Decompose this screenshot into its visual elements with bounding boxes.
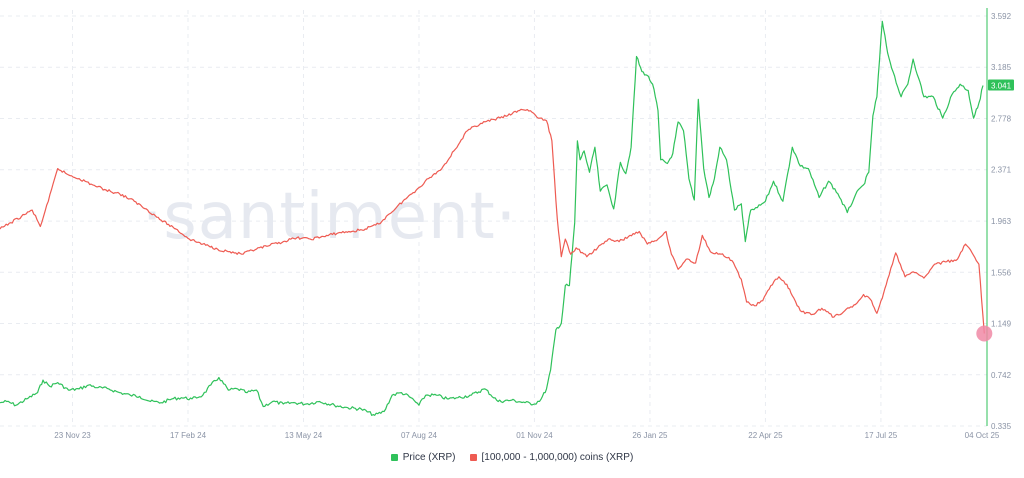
legend-label-holders: [100,000 - 1,000,000) coins (XRP) (481, 452, 634, 463)
legend-item-price[interactable]: Price (XRP) (390, 452, 456, 463)
y-tick-label: 2.371 (991, 166, 1012, 175)
y-tick-label: 1.149 (991, 320, 1012, 329)
y-tick-label: 0.742 (991, 371, 1012, 380)
chart-legend: Price (XRP) [100,000 - 1,000,000) coins … (0, 452, 1024, 463)
price-badge-label: 3.041 (991, 81, 1012, 90)
y-axis-ticks: 3.592 3.185 2.778 2.371 1.963 1.556 1.149 0.742… (991, 12, 1012, 431)
x-axis-ticks: 23 Nov 23 17 Feb 24 13 May 24 07 Aug 24 01 N… (54, 431, 1000, 440)
legend-item-holders[interactable]: [100,000 - 1,000,000) coins (XRP) (469, 452, 634, 463)
y-tick-label: 3.592 (991, 12, 1012, 21)
y-tick-label: 1.556 (991, 268, 1012, 277)
x-tick-label: 22 Apr 25 (748, 431, 783, 440)
santiment-watermark: ·santiment· (142, 180, 517, 254)
x-tick-label: 23 Nov 23 (54, 431, 91, 440)
legend-swatch-price (390, 454, 398, 461)
y-tick-label: 1.963 (991, 217, 1012, 226)
price-value-badge: 3.041 (988, 79, 1014, 91)
x-tick-label: 13 May 24 (285, 431, 323, 440)
series-layer (0, 20, 985, 416)
holders-line[interactable] (0, 108, 985, 334)
price-line[interactable] (0, 20, 984, 416)
x-tick-label: 26 Jan 25 (632, 431, 668, 440)
price-badge-background (988, 79, 1014, 91)
y-tick-label: 3.185 (991, 63, 1012, 72)
y-tick-label: 0.335 (991, 422, 1012, 431)
x-tick-label: 01 Nov 24 (516, 431, 553, 440)
x-tick-label: 07 Aug 24 (401, 431, 438, 440)
legend-label-price: Price (XRP) (402, 452, 456, 463)
y-tick-label: 2.778 (991, 114, 1012, 123)
x-tick-label: 17 Feb 24 (170, 431, 207, 440)
holders-last-point-marker[interactable] (976, 325, 993, 342)
x-tick-label: 04 Oct 25 (965, 431, 1000, 440)
legend-swatch-holders (469, 454, 477, 461)
x-tick-label: 17 Jul 25 (865, 431, 898, 440)
